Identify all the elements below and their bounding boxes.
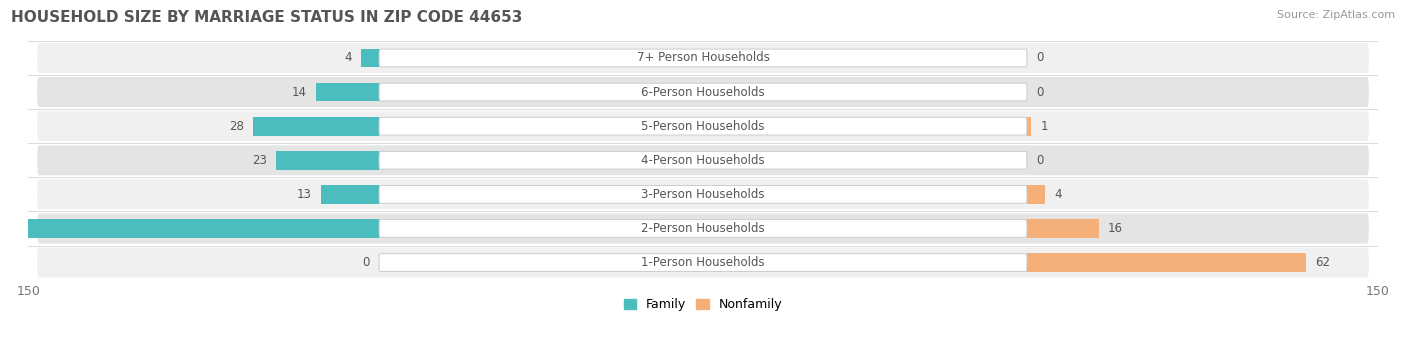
Bar (1026, 219, 1099, 238)
Text: 5-Person Households: 5-Person Households (641, 120, 765, 133)
FancyBboxPatch shape (37, 43, 1369, 73)
Bar (1026, 117, 1032, 136)
Legend: Family, Nonfamily: Family, Nonfamily (619, 293, 787, 316)
FancyBboxPatch shape (380, 151, 1026, 169)
Text: 62: 62 (1315, 256, 1330, 269)
Text: 2-Person Households: 2-Person Households (641, 222, 765, 235)
Text: 14: 14 (292, 86, 307, 99)
Bar (0, 219, 380, 238)
Bar (316, 83, 380, 102)
FancyBboxPatch shape (380, 220, 1026, 237)
FancyBboxPatch shape (380, 186, 1026, 203)
Bar (276, 151, 380, 170)
Text: 4-Person Households: 4-Person Households (641, 154, 765, 167)
FancyBboxPatch shape (37, 213, 1369, 243)
Text: 3-Person Households: 3-Person Households (641, 188, 765, 201)
Text: 28: 28 (229, 120, 245, 133)
Text: 7+ Person Households: 7+ Person Households (637, 51, 769, 64)
FancyBboxPatch shape (37, 111, 1369, 141)
Bar (1026, 253, 1306, 272)
FancyBboxPatch shape (380, 254, 1026, 271)
Text: Source: ZipAtlas.com: Source: ZipAtlas.com (1277, 10, 1395, 20)
Text: HOUSEHOLD SIZE BY MARRIAGE STATUS IN ZIP CODE 44653: HOUSEHOLD SIZE BY MARRIAGE STATUS IN ZIP… (11, 10, 523, 25)
Text: 0: 0 (1036, 51, 1043, 64)
Text: 4: 4 (1054, 188, 1062, 201)
Text: 23: 23 (252, 154, 267, 167)
Text: 16: 16 (1108, 222, 1123, 235)
Text: 1-Person Households: 1-Person Households (641, 256, 765, 269)
Text: 13: 13 (297, 188, 312, 201)
Bar (321, 185, 380, 204)
FancyBboxPatch shape (380, 83, 1026, 101)
FancyBboxPatch shape (37, 145, 1369, 175)
Bar (253, 117, 380, 136)
Text: 6-Person Households: 6-Person Households (641, 86, 765, 99)
Text: 0: 0 (1036, 154, 1043, 167)
Bar (361, 49, 380, 68)
Text: 0: 0 (363, 256, 370, 269)
FancyBboxPatch shape (380, 49, 1026, 67)
Text: 4: 4 (344, 51, 352, 64)
FancyBboxPatch shape (37, 179, 1369, 209)
FancyBboxPatch shape (37, 77, 1369, 107)
Bar (1026, 185, 1045, 204)
FancyBboxPatch shape (380, 117, 1026, 135)
FancyBboxPatch shape (37, 248, 1369, 278)
Text: 1: 1 (1040, 120, 1047, 133)
Text: 0: 0 (1036, 86, 1043, 99)
